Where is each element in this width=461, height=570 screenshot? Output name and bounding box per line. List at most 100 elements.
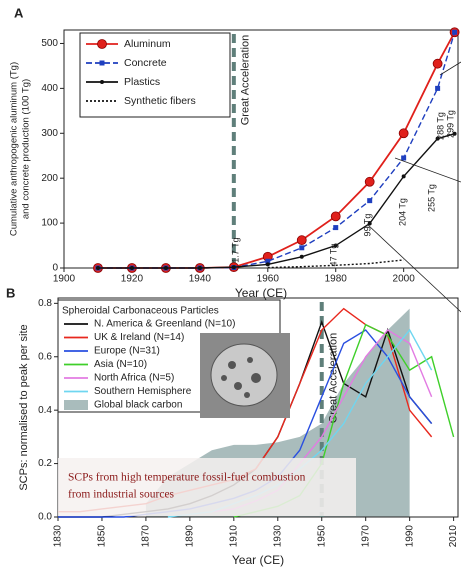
x-tick-label: 1900 — [53, 274, 76, 285]
legend-label: Plastics — [124, 76, 160, 88]
x-tick-label: 1990 — [404, 525, 415, 548]
pore — [234, 382, 242, 390]
y-tick-label: 0.2 — [38, 458, 52, 469]
x-axis-label: Year (CE) — [235, 286, 287, 300]
y-axis-label: and concrete production (100 Tg) — [21, 79, 32, 219]
connector — [367, 224, 461, 313]
legend-marker — [97, 39, 107, 49]
marker — [231, 265, 236, 270]
y-tick-label: 0.6 — [38, 351, 52, 362]
panel-label: B — [6, 285, 15, 300]
x-tick-label: 1980 — [325, 274, 348, 285]
x-tick-label: 1950 — [316, 525, 327, 548]
great-acceleration-label: Great Acceleration — [328, 333, 340, 424]
particle-photo — [200, 333, 290, 418]
marker — [367, 198, 373, 204]
note-box: SCPs from high temperature fossil-fuel c… — [58, 458, 356, 516]
x-tick-label: 1930 — [272, 525, 283, 548]
pore — [244, 392, 250, 398]
marker — [265, 258, 271, 264]
legend-label: UK & Ireland (N=14) — [94, 332, 184, 343]
series-line — [267, 259, 404, 269]
legend-label: Global black carbon — [94, 400, 182, 411]
connector — [394, 157, 461, 183]
annotation: 204 Tg — [397, 198, 407, 226]
annotation: 255 Tg — [426, 184, 436, 212]
legend-title: Spheroidal Carbonaceous Particles — [62, 306, 219, 317]
y-tick-label: 500 — [41, 38, 58, 49]
y-tick-label: 100 — [41, 218, 58, 229]
x-tick-label: 1920 — [121, 274, 144, 285]
legend-label: Southern Hemisphere — [94, 386, 192, 397]
y-tick-label: 400 — [41, 83, 58, 94]
annotation: 99 Tg — [362, 214, 372, 237]
great-acceleration-label: Great Acceleration — [240, 35, 252, 126]
y-axis-label: SCPs: normalised to peak per site — [18, 324, 30, 490]
x-tick-label: 1870 — [141, 525, 152, 548]
note-background — [58, 458, 356, 516]
x-tick-label: 1970 — [360, 525, 371, 548]
pore — [221, 375, 227, 381]
x-tick-label: 1850 — [97, 525, 108, 548]
y-tick-label: 0 — [52, 263, 58, 274]
x-tick-label: 1890 — [185, 525, 196, 548]
x-tick-label: 1910 — [228, 525, 239, 548]
marker — [197, 266, 202, 270]
legend-label: Asia (N=10) — [94, 359, 147, 370]
pore — [247, 357, 253, 363]
marker — [95, 266, 100, 270]
legend-label: Synthetic fibers — [124, 95, 196, 107]
legend-label: Aluminum — [124, 38, 171, 50]
y-tick-label: 0.8 — [38, 298, 52, 309]
marker — [299, 254, 304, 259]
legend-label: Europe (N=31) — [94, 346, 160, 357]
legend-label: Concrete — [124, 57, 167, 69]
marker — [435, 136, 440, 141]
x-tick-label: 2010 — [448, 525, 459, 548]
marker — [367, 221, 372, 226]
annotation: 47 Tg — [328, 244, 338, 267]
y-tick-label: 300 — [41, 128, 58, 139]
y-tick-label: 0.0 — [38, 512, 52, 523]
y-tick-label: 0.4 — [38, 405, 52, 416]
legend-label: North Africa (N=5) — [94, 373, 174, 384]
series-line — [97, 133, 455, 269]
connector — [439, 61, 461, 76]
legend-label: N. America & Greenland (N=10) — [94, 319, 235, 330]
marker — [401, 155, 407, 161]
note-line: SCPs from high temperature fossil-fuel c… — [68, 472, 306, 484]
marker — [129, 266, 134, 270]
marker — [432, 58, 443, 69]
x-tick-label: 1960 — [257, 274, 280, 285]
y-axis-label: Cumulative anthropogenic aluminum (Tg) — [9, 62, 20, 236]
marker — [333, 225, 339, 231]
pore — [228, 361, 236, 369]
marker — [296, 235, 307, 246]
y-tick-label: 200 — [41, 173, 58, 184]
marker — [401, 174, 406, 179]
legend-swatch — [64, 400, 88, 410]
marker — [333, 243, 338, 248]
legend-marker — [99, 60, 105, 66]
note-line: from industrial sources — [68, 489, 175, 501]
marker — [299, 245, 305, 251]
x-tick-label: 1940 — [189, 274, 212, 285]
marker — [435, 85, 441, 91]
legend-marker — [100, 80, 104, 84]
x-tick-label: 1830 — [53, 525, 64, 548]
particle — [210, 343, 278, 407]
marker — [452, 131, 457, 136]
marker — [265, 262, 270, 267]
marker — [364, 176, 375, 187]
x-axis-label: Year (CE) — [232, 553, 284, 567]
annotation: 1.7 Tg — [230, 237, 240, 262]
panel-label: A — [14, 5, 24, 20]
marker — [163, 266, 168, 270]
marker — [452, 29, 458, 35]
x-tick-label: 2000 — [393, 274, 416, 285]
marker — [330, 211, 341, 222]
pore — [251, 373, 261, 383]
annotation: 288 Tg — [435, 112, 445, 140]
